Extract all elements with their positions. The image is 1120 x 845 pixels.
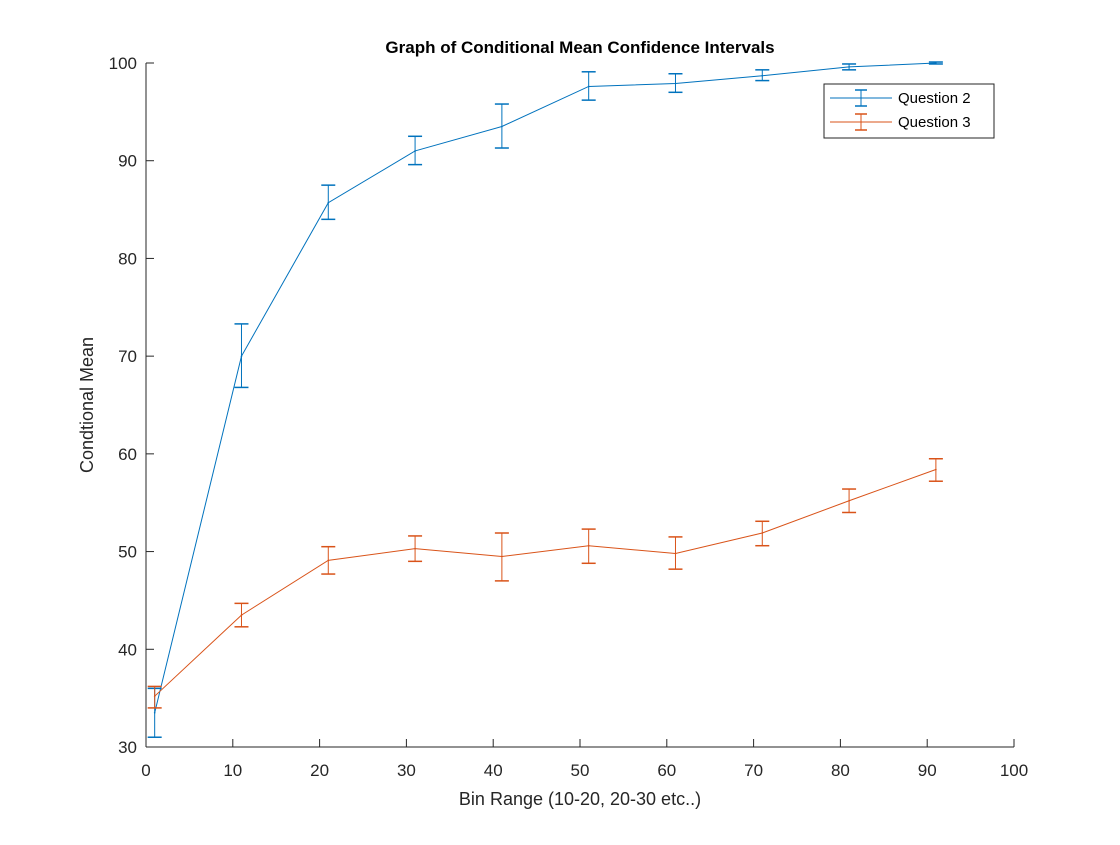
data-point (240, 614, 243, 616)
legend-label: Question 3 (898, 114, 971, 131)
legend-entry-2: Question 3 (830, 113, 971, 131)
data-point (414, 150, 416, 152)
x-tick-label: 30 (397, 761, 416, 780)
y-tick-label: 60 (118, 445, 137, 464)
x-tick-label: 40 (484, 761, 503, 780)
series-line (154, 62, 936, 713)
data-point (153, 695, 156, 697)
y-tick-label: 70 (118, 347, 137, 366)
data-point (587, 544, 590, 547)
data-point (501, 555, 503, 558)
y-tick-label: 30 (118, 738, 137, 757)
y-axis-label: Condtional Mean (77, 337, 97, 473)
data-point (240, 355, 243, 357)
data-point (848, 66, 850, 68)
x-tick-label: 80 (831, 761, 850, 780)
legend-label: Question 2 (898, 90, 971, 107)
data-point (848, 499, 850, 502)
legend-entry-1: Question 2 (830, 89, 971, 107)
legend-box (823, 83, 995, 139)
x-tick-label: 0 (141, 761, 150, 780)
x-tick-label: 20 (310, 761, 329, 780)
chart-title: Graph of Conditional Mean Confidence Int… (385, 38, 774, 57)
y-tick-label: 40 (118, 640, 137, 659)
data-point (587, 85, 590, 88)
x-tick-label: 10 (223, 761, 242, 780)
data-point (327, 559, 330, 562)
x-tick-label: 60 (657, 761, 676, 780)
axes: 0 10 20 30 40 50 60 70 80 90 100 30 40 50 60 70 80 90 100 (109, 54, 1029, 780)
data-point (761, 532, 764, 534)
x-tick-label: 100 (1000, 761, 1028, 780)
data-point (327, 201, 330, 204)
legend: Question 2 Question 3 (823, 83, 995, 139)
x-tick-label: 50 (571, 761, 590, 780)
series-layer (147, 61, 943, 738)
data-point (935, 468, 937, 471)
series-line (154, 469, 937, 697)
data-point (414, 547, 416, 550)
x-tick-label: 70 (744, 761, 763, 780)
data-point (674, 552, 677, 555)
y-tick-label: 90 (118, 152, 137, 171)
data-point (153, 712, 156, 714)
data-point (501, 125, 503, 128)
y-tick-label: 80 (118, 249, 137, 268)
data-point (761, 74, 764, 77)
y-tick-label: 100 (109, 54, 137, 73)
series-2 (147, 457, 943, 709)
x-tick-label: 90 (918, 761, 937, 780)
x-axis-label: Bin Range (10-20, 20-30 etc..) (459, 789, 701, 809)
y-tick-label: 50 (118, 543, 137, 562)
data-point (935, 62, 937, 64)
data-point (674, 82, 677, 85)
